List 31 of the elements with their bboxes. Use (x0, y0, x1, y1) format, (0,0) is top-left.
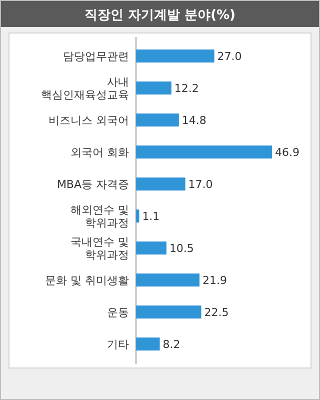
bar (136, 274, 200, 286)
bar (136, 338, 160, 350)
y-tick-label: 운동 (107, 306, 129, 319)
data-label: 1.1 (142, 210, 160, 223)
data-label: 12.2 (174, 82, 199, 95)
data-label: 8.2 (162, 338, 180, 351)
bar (136, 82, 172, 94)
y-tick-label: 사내 핵심인재육성교육 (41, 76, 129, 102)
y-tick-label: 비즈니스 외국어 (48, 114, 129, 127)
data-label: 46.9 (275, 146, 300, 159)
y-tick-label: 해외연수 및 학위과정 (70, 204, 129, 230)
y-tick-label: MBA등 자격증 (56, 178, 129, 191)
y-tick-label: 외국어 회화 (70, 146, 129, 159)
bar (136, 114, 179, 126)
data-label: 27.0 (217, 50, 242, 63)
y-tick-label: 담당업무관련 (63, 50, 129, 63)
y-tick-label: 국내연수 및 학위과정 (70, 236, 129, 262)
bar (136, 210, 140, 222)
y-tick-label: 기타 (107, 338, 129, 351)
chart-title: 직장인 자기계발 분야(%) (84, 8, 236, 23)
data-label: 17.0 (188, 178, 213, 191)
bar (136, 178, 186, 190)
data-label: 14.8 (182, 114, 206, 127)
bar (136, 146, 272, 158)
bar (136, 306, 202, 318)
data-label: 21.9 (202, 274, 228, 287)
data-label: 22.5 (204, 306, 229, 319)
bar (136, 50, 214, 62)
y-tick-label: 문화 및 취미생활 (45, 274, 129, 287)
bar (136, 242, 166, 254)
data-label: 10.5 (169, 242, 194, 255)
